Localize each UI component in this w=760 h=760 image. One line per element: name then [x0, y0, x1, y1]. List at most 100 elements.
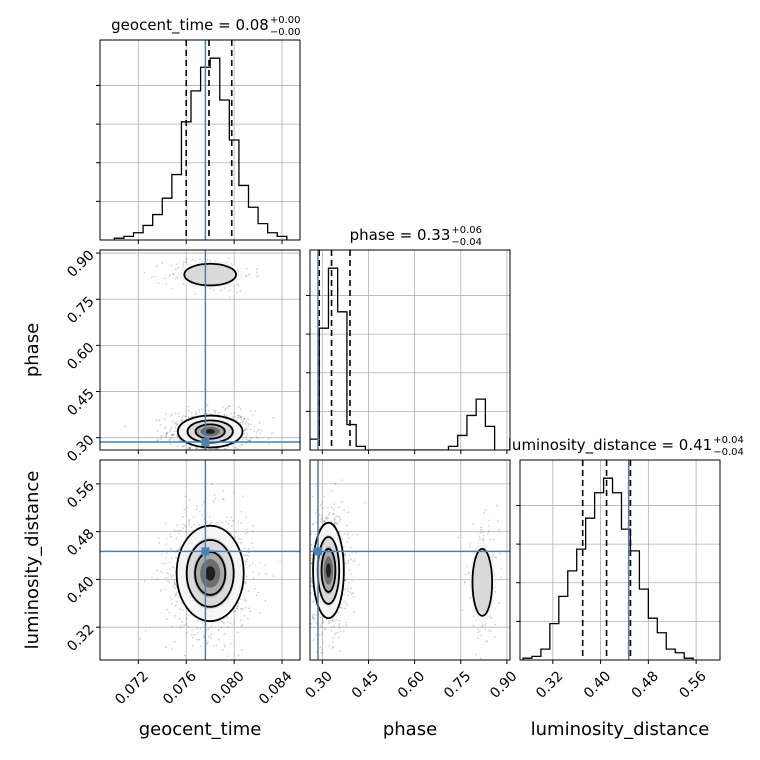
panel-title-phase: phase = 0.33 +0.06−0.04 — [350, 225, 482, 248]
sample-point — [220, 626, 223, 629]
sample-point — [155, 418, 158, 421]
sample-point — [310, 544, 313, 546]
sample-point — [312, 548, 315, 551]
sample-point — [233, 622, 235, 625]
sample-point — [301, 623, 303, 625]
sample-point — [344, 562, 347, 565]
sample-point — [295, 555, 297, 557]
sample-point — [340, 607, 343, 609]
sample-point — [174, 594, 177, 597]
sample-point — [237, 284, 240, 287]
sample-point — [343, 553, 346, 556]
sample-point — [463, 581, 466, 584]
sample-point — [491, 555, 494, 558]
sample-point — [257, 591, 260, 594]
sample-point — [231, 524, 233, 527]
sample-point — [192, 455, 194, 457]
sample-point — [169, 442, 172, 445]
sample-point — [332, 637, 334, 640]
sample-point — [323, 520, 326, 522]
sample-point — [185, 261, 188, 264]
density-level — [205, 429, 216, 434]
sample-point — [304, 582, 306, 584]
sample-point — [196, 505, 199, 508]
sample-point — [191, 636, 194, 639]
sample-point — [349, 587, 352, 590]
sample-point — [325, 518, 328, 520]
sample-point — [243, 547, 245, 550]
sample-point — [184, 495, 187, 498]
sample-point — [245, 516, 247, 519]
sample-point — [221, 498, 224, 500]
sample-point — [168, 568, 171, 571]
sample-point — [351, 533, 354, 536]
sample-point — [175, 600, 178, 603]
sample-point — [197, 632, 199, 634]
sample-point — [165, 571, 168, 574]
sample-point — [304, 595, 306, 597]
sample-point — [496, 504, 498, 507]
sample-point — [236, 607, 238, 610]
sample-point — [175, 424, 178, 427]
sample-point — [325, 517, 328, 520]
sample-point — [318, 527, 321, 529]
title-main: geocent_time = 0.08 — [111, 16, 269, 35]
sample-point — [222, 490, 225, 493]
sample-point — [175, 263, 178, 265]
panel-phase-vs-luminosity_distance: 0.30 0.45 0.60 0.75 0.90 — [295, 459, 521, 702]
sample-point — [164, 277, 166, 280]
sample-point — [338, 516, 341, 518]
sample-point — [246, 275, 248, 277]
sample-point — [203, 500, 205, 503]
sample-point — [189, 499, 191, 501]
sample-point — [325, 516, 327, 519]
sample-point — [229, 531, 232, 534]
sample-point — [311, 585, 314, 588]
sample-point — [348, 569, 351, 572]
sample-point — [312, 639, 315, 642]
sample-point — [322, 616, 324, 619]
sample-point — [168, 439, 171, 442]
sample-point — [171, 434, 174, 437]
sample-point — [169, 414, 172, 417]
sample-point — [247, 555, 250, 558]
sample-point — [191, 644, 194, 647]
sample-point — [307, 593, 309, 595]
sample-point — [342, 629, 345, 632]
sample-point — [247, 425, 250, 428]
sample-point — [173, 578, 176, 581]
sample-point — [170, 426, 173, 429]
sample-point — [231, 415, 234, 418]
sample-point — [247, 453, 249, 455]
sample-point — [315, 621, 318, 624]
sample-point — [230, 516, 232, 519]
sample-point — [195, 412, 198, 415]
sample-point — [347, 537, 350, 539]
sample-point — [479, 538, 481, 541]
sample-point — [165, 433, 168, 436]
sample-point — [169, 273, 171, 276]
sample-point — [310, 622, 313, 625]
sample-point — [177, 412, 180, 415]
sample-point — [500, 567, 503, 570]
sample-point — [318, 634, 321, 637]
sample-point — [173, 529, 176, 532]
sample-point — [245, 267, 248, 270]
sample-point — [239, 416, 242, 419]
sample-point — [253, 430, 256, 433]
sample-point — [210, 633, 213, 636]
sample-point — [215, 644, 218, 647]
sample-point — [240, 607, 243, 610]
sample-point — [259, 432, 262, 435]
sample-point — [468, 572, 471, 575]
sample-point — [232, 492, 235, 495]
y-tick-label: 0.45 — [64, 386, 97, 419]
sample-point — [161, 434, 164, 437]
sample-point — [180, 419, 183, 422]
sample-point — [311, 523, 314, 526]
sample-point — [350, 593, 353, 596]
sample-point — [268, 442, 270, 445]
sample-point — [259, 561, 262, 564]
sample-point — [499, 552, 501, 555]
sample-point — [171, 432, 174, 435]
